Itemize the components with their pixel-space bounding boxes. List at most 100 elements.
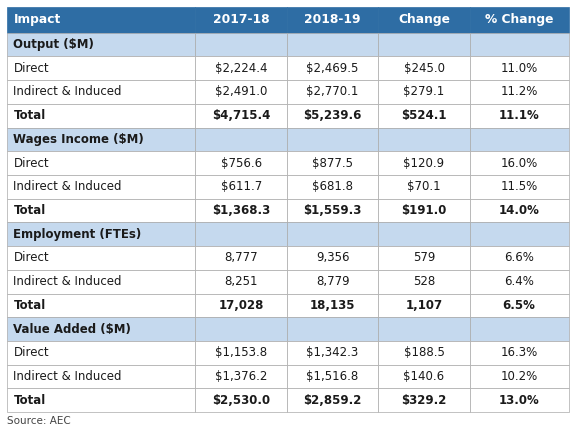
Bar	[7, 128, 195, 151]
Bar	[378, 104, 470, 128]
Text: $1,153.8: $1,153.8	[215, 346, 267, 359]
Text: Source: AEC: Source: AEC	[7, 416, 71, 426]
Text: 8,777: 8,777	[224, 251, 258, 264]
Bar	[378, 56, 470, 80]
Text: Output ($M): Output ($M)	[13, 38, 94, 51]
Bar	[470, 388, 569, 412]
Bar	[378, 246, 470, 270]
Text: Indirect & Induced: Indirect & Induced	[13, 275, 122, 288]
Text: $611.7: $611.7	[221, 181, 262, 194]
Text: $2,859.2: $2,859.2	[304, 394, 362, 407]
Bar	[287, 104, 378, 128]
Bar	[470, 104, 569, 128]
Text: $2,224.4: $2,224.4	[215, 62, 267, 75]
Bar	[378, 7, 470, 33]
Bar	[378, 270, 470, 293]
Bar	[287, 365, 378, 388]
Bar	[7, 293, 195, 317]
Text: $4,715.4: $4,715.4	[212, 109, 270, 122]
Text: 13.0%: 13.0%	[499, 394, 540, 407]
Text: Total: Total	[13, 394, 46, 407]
Text: Indirect & Induced: Indirect & Induced	[13, 181, 122, 194]
Bar	[7, 365, 195, 388]
Text: $5,239.6: $5,239.6	[304, 109, 362, 122]
Text: Direct: Direct	[13, 157, 49, 170]
Bar	[287, 56, 378, 80]
Bar	[195, 222, 287, 246]
Text: $1,559.3: $1,559.3	[304, 204, 362, 217]
Text: 9,356: 9,356	[316, 251, 350, 264]
Bar	[470, 365, 569, 388]
Text: $140.6: $140.6	[403, 370, 445, 383]
Bar	[7, 317, 195, 341]
Bar	[287, 175, 378, 199]
Text: 1,107: 1,107	[406, 299, 442, 312]
Text: Employment (FTEs): Employment (FTEs)	[13, 228, 142, 241]
Bar	[378, 128, 470, 151]
Text: Direct: Direct	[13, 62, 49, 75]
Bar	[470, 317, 569, 341]
Text: 8,779: 8,779	[316, 275, 350, 288]
Bar	[195, 80, 287, 104]
Bar	[7, 175, 195, 199]
Text: $1,516.8: $1,516.8	[306, 370, 359, 383]
Text: $329.2: $329.2	[401, 394, 447, 407]
Bar	[287, 80, 378, 104]
Text: 16.0%: 16.0%	[501, 157, 538, 170]
Bar	[378, 80, 470, 104]
Bar	[287, 7, 378, 33]
Bar	[470, 199, 569, 222]
Bar	[470, 246, 569, 270]
Bar	[378, 388, 470, 412]
Bar	[195, 293, 287, 317]
Text: Wages Income ($M): Wages Income ($M)	[13, 133, 144, 146]
Bar	[470, 341, 569, 365]
Bar	[378, 199, 470, 222]
Text: $2,530.0: $2,530.0	[212, 394, 270, 407]
Bar	[7, 80, 195, 104]
Bar	[195, 199, 287, 222]
Text: 11.5%: 11.5%	[501, 181, 538, 194]
Text: Indirect & Induced: Indirect & Induced	[13, 370, 122, 383]
Bar	[287, 128, 378, 151]
Text: $245.0: $245.0	[404, 62, 445, 75]
Text: $1,342.3: $1,342.3	[306, 346, 359, 359]
Bar	[7, 341, 195, 365]
Bar	[287, 33, 378, 56]
Text: $279.1: $279.1	[403, 86, 445, 99]
Bar	[195, 270, 287, 293]
Text: 16.3%: 16.3%	[501, 346, 538, 359]
Bar	[287, 151, 378, 175]
Text: $877.5: $877.5	[312, 157, 353, 170]
Bar	[195, 365, 287, 388]
Text: Direct: Direct	[13, 251, 49, 264]
Bar	[470, 80, 569, 104]
Text: $1,368.3: $1,368.3	[212, 204, 270, 217]
Bar	[470, 7, 569, 33]
Bar	[378, 341, 470, 365]
Text: $756.6: $756.6	[221, 157, 262, 170]
Bar	[378, 222, 470, 246]
Bar	[470, 175, 569, 199]
Text: $188.5: $188.5	[404, 346, 445, 359]
Text: Impact: Impact	[13, 13, 60, 26]
Text: 11.2%: 11.2%	[501, 86, 538, 99]
Text: % Change: % Change	[485, 13, 554, 26]
Text: $2,770.1: $2,770.1	[306, 86, 359, 99]
Bar	[7, 104, 195, 128]
Bar	[287, 270, 378, 293]
Text: Total: Total	[13, 109, 46, 122]
Bar	[195, 151, 287, 175]
Bar	[195, 128, 287, 151]
Bar	[195, 33, 287, 56]
Bar	[378, 365, 470, 388]
Bar	[287, 293, 378, 317]
Bar	[7, 388, 195, 412]
Text: $681.8: $681.8	[312, 181, 353, 194]
Bar	[195, 104, 287, 128]
Text: 6.6%: 6.6%	[504, 251, 534, 264]
Bar	[378, 293, 470, 317]
Bar	[378, 317, 470, 341]
Bar	[195, 246, 287, 270]
Bar	[470, 222, 569, 246]
